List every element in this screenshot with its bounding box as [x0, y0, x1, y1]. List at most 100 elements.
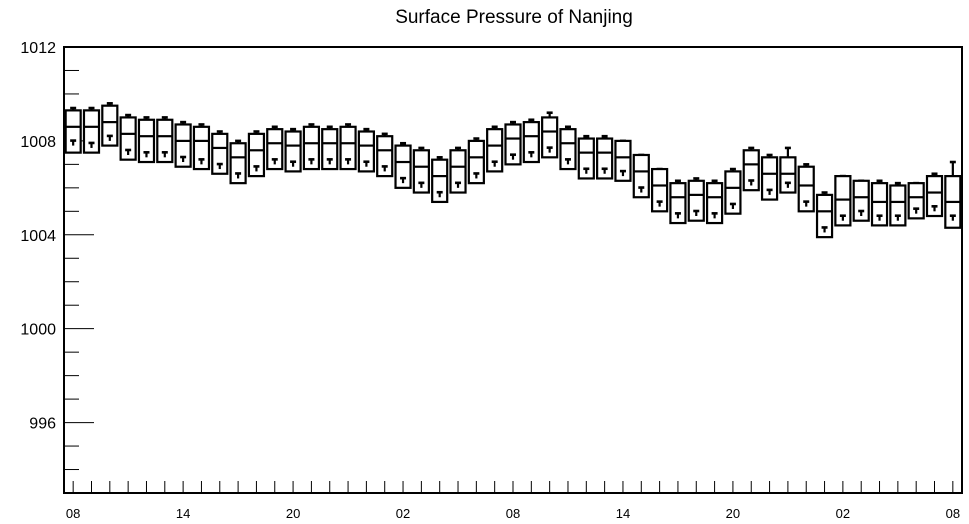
box-item [925, 172, 944, 218]
box-series [64, 102, 962, 239]
box-item [742, 146, 760, 192]
box-item [357, 127, 376, 173]
box-item [486, 125, 504, 173]
box-item [541, 111, 559, 159]
x-axis: 08 14 20 02 08 14 20 02 08 [66, 481, 960, 521]
box-item [302, 123, 321, 171]
box-body [760, 156, 779, 201]
box-item [669, 179, 687, 225]
box-item [449, 146, 467, 194]
box-body [742, 149, 760, 192]
box-body [302, 125, 321, 171]
box-body [211, 132, 229, 175]
box-item [504, 120, 522, 166]
box-item [724, 167, 742, 215]
x-tick-label: 20 [286, 506, 300, 521]
box-item [394, 141, 412, 189]
box-item [192, 123, 211, 171]
box-item [431, 156, 449, 204]
box-body [834, 175, 852, 227]
x-tick-label: 02 [836, 506, 850, 521]
box-body [559, 128, 577, 171]
box-body [632, 153, 650, 199]
box-item [614, 139, 632, 182]
box-body [522, 121, 540, 164]
box-body [357, 130, 376, 173]
box-body [82, 109, 101, 154]
box-item [797, 163, 815, 213]
box-body [119, 116, 137, 161]
box-body [779, 156, 797, 194]
box-body [321, 128, 339, 171]
box-item [852, 179, 870, 222]
box-body [101, 104, 119, 147]
box-item [870, 179, 889, 227]
box-item [247, 130, 266, 178]
box-item [211, 130, 229, 175]
box-body [504, 123, 522, 166]
box-item [376, 132, 394, 178]
box-item [907, 181, 925, 220]
box-body [229, 142, 247, 185]
box-item [889, 181, 907, 227]
box-body [284, 130, 302, 173]
box-body [247, 132, 266, 178]
box-item [687, 177, 705, 222]
box-body [797, 165, 815, 213]
x-tick-label: 20 [726, 506, 740, 521]
box-body [889, 184, 907, 227]
box-body [925, 175, 944, 218]
box-body [815, 193, 834, 239]
y-axis: 996 1000 1004 1008 1012 [20, 40, 94, 494]
x-tick-label: 14 [616, 506, 630, 521]
box-item [559, 125, 577, 171]
box-body [192, 125, 211, 171]
box-body [687, 179, 705, 222]
box-item [119, 113, 137, 161]
box-body [907, 182, 925, 220]
box-item [522, 118, 540, 164]
box-item [760, 153, 779, 201]
box-body [412, 149, 430, 194]
y-tick-label: 996 [29, 416, 56, 433]
y-tick-label: 1008 [20, 134, 56, 151]
box-body [266, 128, 284, 171]
box-body [137, 118, 156, 164]
box-body [394, 144, 412, 189]
box-body [724, 170, 742, 215]
box-item [174, 120, 192, 168]
box-body [541, 116, 559, 159]
box-item [632, 153, 650, 199]
box-item [412, 146, 430, 194]
x-tick-label: 08 [946, 506, 960, 521]
box-item [650, 167, 669, 213]
box-body [174, 123, 192, 168]
box-body [431, 158, 449, 204]
box-item [596, 134, 614, 180]
box-body [577, 137, 595, 180]
box-item [779, 146, 797, 194]
box-item [229, 139, 247, 185]
box-item [815, 191, 834, 239]
box-body [705, 182, 724, 225]
box-body [870, 182, 889, 227]
box-item [156, 116, 174, 164]
box-body [467, 139, 485, 185]
box-body [596, 137, 614, 180]
box-body [650, 167, 669, 213]
box-body [339, 125, 357, 171]
box-item [101, 102, 119, 147]
x-tick-label: 02 [396, 506, 410, 521]
y-tick-label: 1004 [20, 228, 56, 245]
box-item [284, 127, 302, 173]
box-item [705, 179, 724, 225]
box-body [64, 109, 82, 154]
box-item [467, 137, 485, 185]
x-tick-label: 14 [176, 506, 190, 521]
box-item [137, 116, 156, 164]
box-body [614, 139, 632, 182]
y-tick-label: 1012 [20, 40, 56, 57]
box-item [64, 106, 82, 154]
box-item [82, 106, 101, 154]
